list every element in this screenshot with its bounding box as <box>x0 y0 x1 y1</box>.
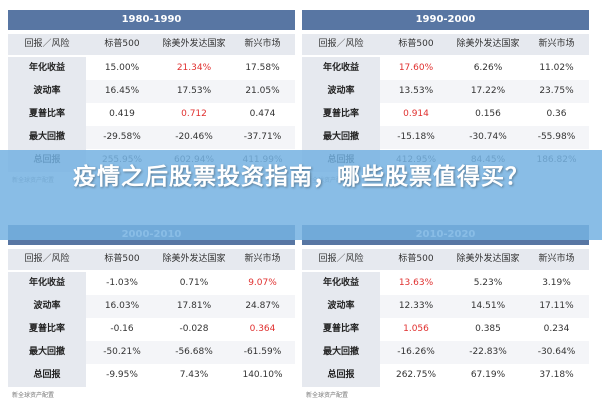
row-label: 总回报 <box>302 364 380 387</box>
row-label: 年化收益 <box>8 57 86 80</box>
row-label: 年化收益 <box>8 272 86 295</box>
table-cell: 0.234 <box>543 324 570 334</box>
table-cell: 5.23% <box>473 278 503 288</box>
row-label: 波动率 <box>302 80 380 103</box>
table-cell: 16.03% <box>86 295 158 318</box>
column-header: 标普500 <box>86 34 158 55</box>
row-label: 夏普比率 <box>302 103 380 126</box>
column-header: 标普500 <box>380 249 452 270</box>
table-cell: 0.419 <box>109 109 135 119</box>
table-cell: 16.45% <box>86 80 158 103</box>
table-cell: 0.474 <box>249 109 276 119</box>
banner-title: 疫情之后股票投资指南，哪些股票值得买？ <box>73 164 529 190</box>
table-cell: 0.364 <box>249 324 276 334</box>
table-cell: -30.74% <box>452 126 524 149</box>
table-cell: -56.68% <box>158 341 230 364</box>
row-label: 最大回撤 <box>8 341 86 364</box>
row-label: 夏普比率 <box>302 318 380 341</box>
table-cell: 7.43% <box>179 370 209 380</box>
table-cell: -61.59% <box>230 341 295 364</box>
column-header: 除美外发达国家 <box>452 249 524 270</box>
table-cell: 17.58% <box>245 63 280 73</box>
table-cell: 9.07% <box>248 278 277 288</box>
table-cell: 11.02% <box>539 63 574 73</box>
table-cell: 13.53% <box>380 80 452 103</box>
table-cell: 12.33% <box>380 295 452 318</box>
column-header: 新兴市场 <box>230 249 295 270</box>
table-cell: 0.914 <box>403 109 429 119</box>
table-cell: -22.83% <box>452 341 524 364</box>
table-cell: 37.18% <box>539 370 574 380</box>
table-period: 1990-2000 <box>302 10 589 30</box>
table-source: 新全球资产配置 <box>306 392 349 399</box>
table: 1980-1990 回报／风险 标普500 除美外发达国家 新兴市场年化收益 15.00%… <box>8 10 295 185</box>
table-cell: 0.385 <box>475 324 501 334</box>
table: 2000-2010回报／风险标普500除美外发达国家新兴市场年化收益-1.03%… <box>8 225 295 400</box>
column-header: 新兴市场 <box>524 34 589 55</box>
table-cell: -0.16 <box>110 324 134 334</box>
table-cell: 21.05% <box>230 80 295 103</box>
table-cell: 1.056 <box>403 324 429 334</box>
row-label: 波动率 <box>8 80 86 103</box>
table-cell: 0.71% <box>179 278 209 288</box>
table-cell: 21.34% <box>176 63 212 73</box>
table-cell: 0.712 <box>181 109 207 119</box>
table-cell: 24.87% <box>230 295 295 318</box>
table-cell: 14.51% <box>452 295 524 318</box>
table-cell: -55.98% <box>524 126 589 149</box>
column-header: 回报／风险 <box>302 34 380 55</box>
table-cell: -15.18% <box>380 126 452 149</box>
table-cell: 262.75% <box>395 370 437 380</box>
table-cell: -9.95% <box>106 370 138 380</box>
row-label: 夏普比率 <box>8 318 86 341</box>
table-cell: -16.26% <box>380 341 452 364</box>
row-label: 最大回撤 <box>302 126 380 149</box>
table-cell: 17.60% <box>398 63 434 73</box>
table-cell: -37.71% <box>230 126 295 149</box>
row-label: 最大回撤 <box>8 126 86 149</box>
column-header: 标普500 <box>380 34 452 55</box>
banner <box>0 150 602 240</box>
row-label: 波动率 <box>302 295 380 318</box>
table-cell: -1.03% <box>106 278 138 288</box>
column-header: 新兴市场 <box>524 249 589 270</box>
table-cell: -30.64% <box>524 341 589 364</box>
row-label: 夏普比率 <box>8 103 86 126</box>
table-cell: 6.26% <box>473 63 503 73</box>
column-header: 回报／风险 <box>302 249 380 270</box>
table: 2010-2020回报／风险标普500除美外发达国家新兴市场年化收益13.63%… <box>302 225 589 400</box>
column-header: 除美外发达国家 <box>158 249 230 270</box>
row-label: 最大回撤 <box>302 341 380 364</box>
column-header: 除美外发达国家 <box>452 34 524 55</box>
column-header: 标普500 <box>86 249 158 270</box>
row-label: 年化收益 <box>302 272 380 295</box>
table-cell: 23.75% <box>524 80 589 103</box>
table-cell: 0.156 <box>475 109 501 119</box>
table-cell: 140.10% <box>242 370 283 380</box>
table-period: 1980-1990 <box>8 10 295 30</box>
table-cell: 67.19% <box>470 370 506 380</box>
table-cell: 0.36 <box>546 109 567 119</box>
table-cell: -20.46% <box>158 126 230 149</box>
column-header: 除美外发达国家 <box>158 34 230 55</box>
table-source: 新全球资产配置 <box>12 392 55 399</box>
table-cell: 17.53% <box>158 80 230 103</box>
table-cell: -0.028 <box>179 324 209 334</box>
column-header: 回报／风险 <box>8 249 86 270</box>
table-cell: 13.63% <box>398 278 434 288</box>
table-cell: 17.81% <box>158 295 230 318</box>
table-cell: 3.19% <box>542 278 571 288</box>
row-label: 波动率 <box>8 295 86 318</box>
table-cell: 15.00% <box>104 63 140 73</box>
table-cell: 17.22% <box>452 80 524 103</box>
row-label: 年化收益 <box>302 57 380 80</box>
column-header: 新兴市场 <box>230 34 295 55</box>
table-cell: 17.11% <box>524 295 589 318</box>
table-cell: -29.58% <box>86 126 158 149</box>
column-header: 回报／风险 <box>8 34 86 55</box>
row-label: 总回报 <box>8 364 86 387</box>
table-cell: -50.21% <box>86 341 158 364</box>
